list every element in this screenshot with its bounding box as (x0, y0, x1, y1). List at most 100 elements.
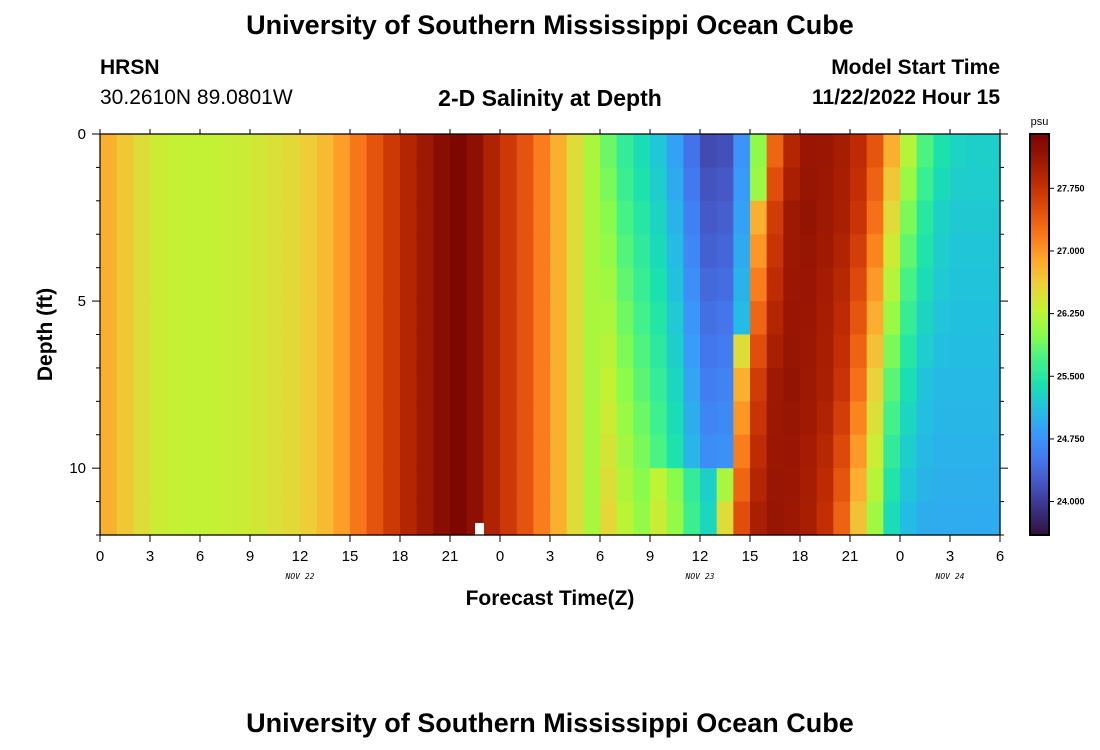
heatmap-cell (983, 501, 1001, 536)
heatmap-cell (666, 468, 684, 503)
heatmap-cell (933, 468, 951, 503)
heatmap-cell (200, 367, 218, 402)
heatmap-cell (383, 167, 401, 202)
heatmap-cell (566, 468, 584, 503)
heatmap-cell (266, 134, 284, 169)
heatmap-cell (733, 200, 751, 235)
heatmap-cell (466, 468, 484, 503)
heatmap-cell (500, 134, 518, 169)
colorbar-tick-label: 27.750 (1057, 183, 1085, 193)
heatmap-cell (250, 434, 268, 469)
heatmap-cell (183, 367, 201, 402)
heatmap-cell (150, 501, 168, 536)
heatmap-cell (666, 301, 684, 336)
heatmap-cell (200, 234, 218, 269)
heatmap-cell (150, 301, 168, 336)
heatmap-cell (783, 167, 801, 202)
heatmap-cell (450, 501, 468, 536)
heatmap-cell (133, 134, 151, 169)
heatmap-cell (333, 200, 351, 235)
heatmap-cell (966, 301, 984, 336)
heatmap-cell (516, 401, 534, 436)
heatmap-cell (433, 134, 451, 169)
heatmap-cell (883, 234, 901, 269)
heatmap-cell (566, 267, 584, 302)
heatmap-cell (383, 234, 401, 269)
x-tick-label: 6 (996, 548, 1004, 565)
heatmap-cell (500, 267, 518, 302)
heatmap-cell (416, 401, 434, 436)
heatmap-cell (616, 367, 634, 402)
heatmap-cell (733, 334, 751, 369)
heatmap-cell (783, 134, 801, 169)
page-title-top: University of Southern Mississippi Ocean… (246, 10, 854, 40)
heatmap-cell (633, 501, 651, 536)
heatmap-cell (783, 301, 801, 336)
heatmap-cell (850, 468, 868, 503)
heatmap-cell (300, 134, 318, 169)
x-tick-label: 9 (646, 548, 654, 565)
heatmap-cell (400, 167, 418, 202)
heatmap-cell (366, 167, 384, 202)
heatmap-cell (533, 167, 551, 202)
heatmap-cell (533, 367, 551, 402)
heatmap-cell (600, 434, 618, 469)
heatmap-cell (283, 167, 301, 202)
heatmap-cell (283, 468, 301, 503)
heatmap-cell (466, 434, 484, 469)
heatmap-cell (583, 334, 601, 369)
heatmap-cell (933, 134, 951, 169)
heatmap-cell (700, 334, 718, 369)
heatmap-cell (516, 234, 534, 269)
heatmap-cell (933, 334, 951, 369)
heatmap-cell (216, 234, 234, 269)
heatmap-cell (616, 234, 634, 269)
heatmap-cell (950, 334, 968, 369)
x-tick-label: 6 (196, 548, 204, 565)
heatmap-cell (916, 401, 934, 436)
heatmap-cell (516, 267, 534, 302)
heatmap-cell (766, 134, 784, 169)
heatmap-cell (116, 501, 134, 536)
heatmap-cell (250, 334, 268, 369)
heatmap-cell (883, 401, 901, 436)
heatmap-cell (166, 134, 184, 169)
heatmap-cell (800, 267, 818, 302)
heatmap-cell (550, 267, 568, 302)
heatmap-cell (283, 401, 301, 436)
heatmap-cell (683, 401, 701, 436)
heatmap-cell (466, 200, 484, 235)
heatmap-cell (950, 434, 968, 469)
heatmap-cell (100, 334, 118, 369)
heatmap-cell (900, 367, 918, 402)
heatmap-cell (166, 200, 184, 235)
heatmap-cell (533, 401, 551, 436)
heatmap-cell (366, 334, 384, 369)
heatmap-cell (566, 167, 584, 202)
heatmap-cell (133, 401, 151, 436)
heatmap-cell (350, 167, 368, 202)
heatmap-cell (166, 434, 184, 469)
heatmap-cell (400, 134, 418, 169)
heatmap-cell (350, 468, 368, 503)
heatmap-cell (400, 301, 418, 336)
heatmap-cell (416, 367, 434, 402)
heatmap-cell (566, 434, 584, 469)
heatmap-cell (716, 401, 734, 436)
heatmap-cell (283, 234, 301, 269)
heatmap-cell (933, 267, 951, 302)
heatmap-cell (866, 468, 884, 503)
heatmap-cell (466, 401, 484, 436)
heatmap-cell (216, 434, 234, 469)
heatmap-cell (600, 134, 618, 169)
heatmap-cell (950, 200, 968, 235)
heatmap-cell (816, 501, 834, 536)
heatmap-cell (683, 167, 701, 202)
heatmap-cell (816, 334, 834, 369)
heatmap-cell (183, 267, 201, 302)
heatmap-cell (433, 267, 451, 302)
heatmap-cell (400, 234, 418, 269)
heatmap-cell (100, 367, 118, 402)
heatmap-cell (683, 334, 701, 369)
heatmap-cell (433, 434, 451, 469)
